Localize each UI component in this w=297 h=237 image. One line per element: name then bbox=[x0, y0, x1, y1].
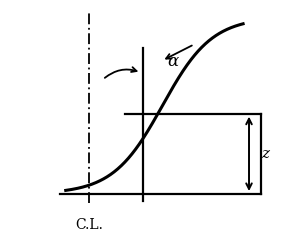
Text: C.L.: C.L. bbox=[75, 218, 103, 232]
Text: α: α bbox=[168, 53, 179, 70]
Text: z: z bbox=[261, 147, 269, 161]
